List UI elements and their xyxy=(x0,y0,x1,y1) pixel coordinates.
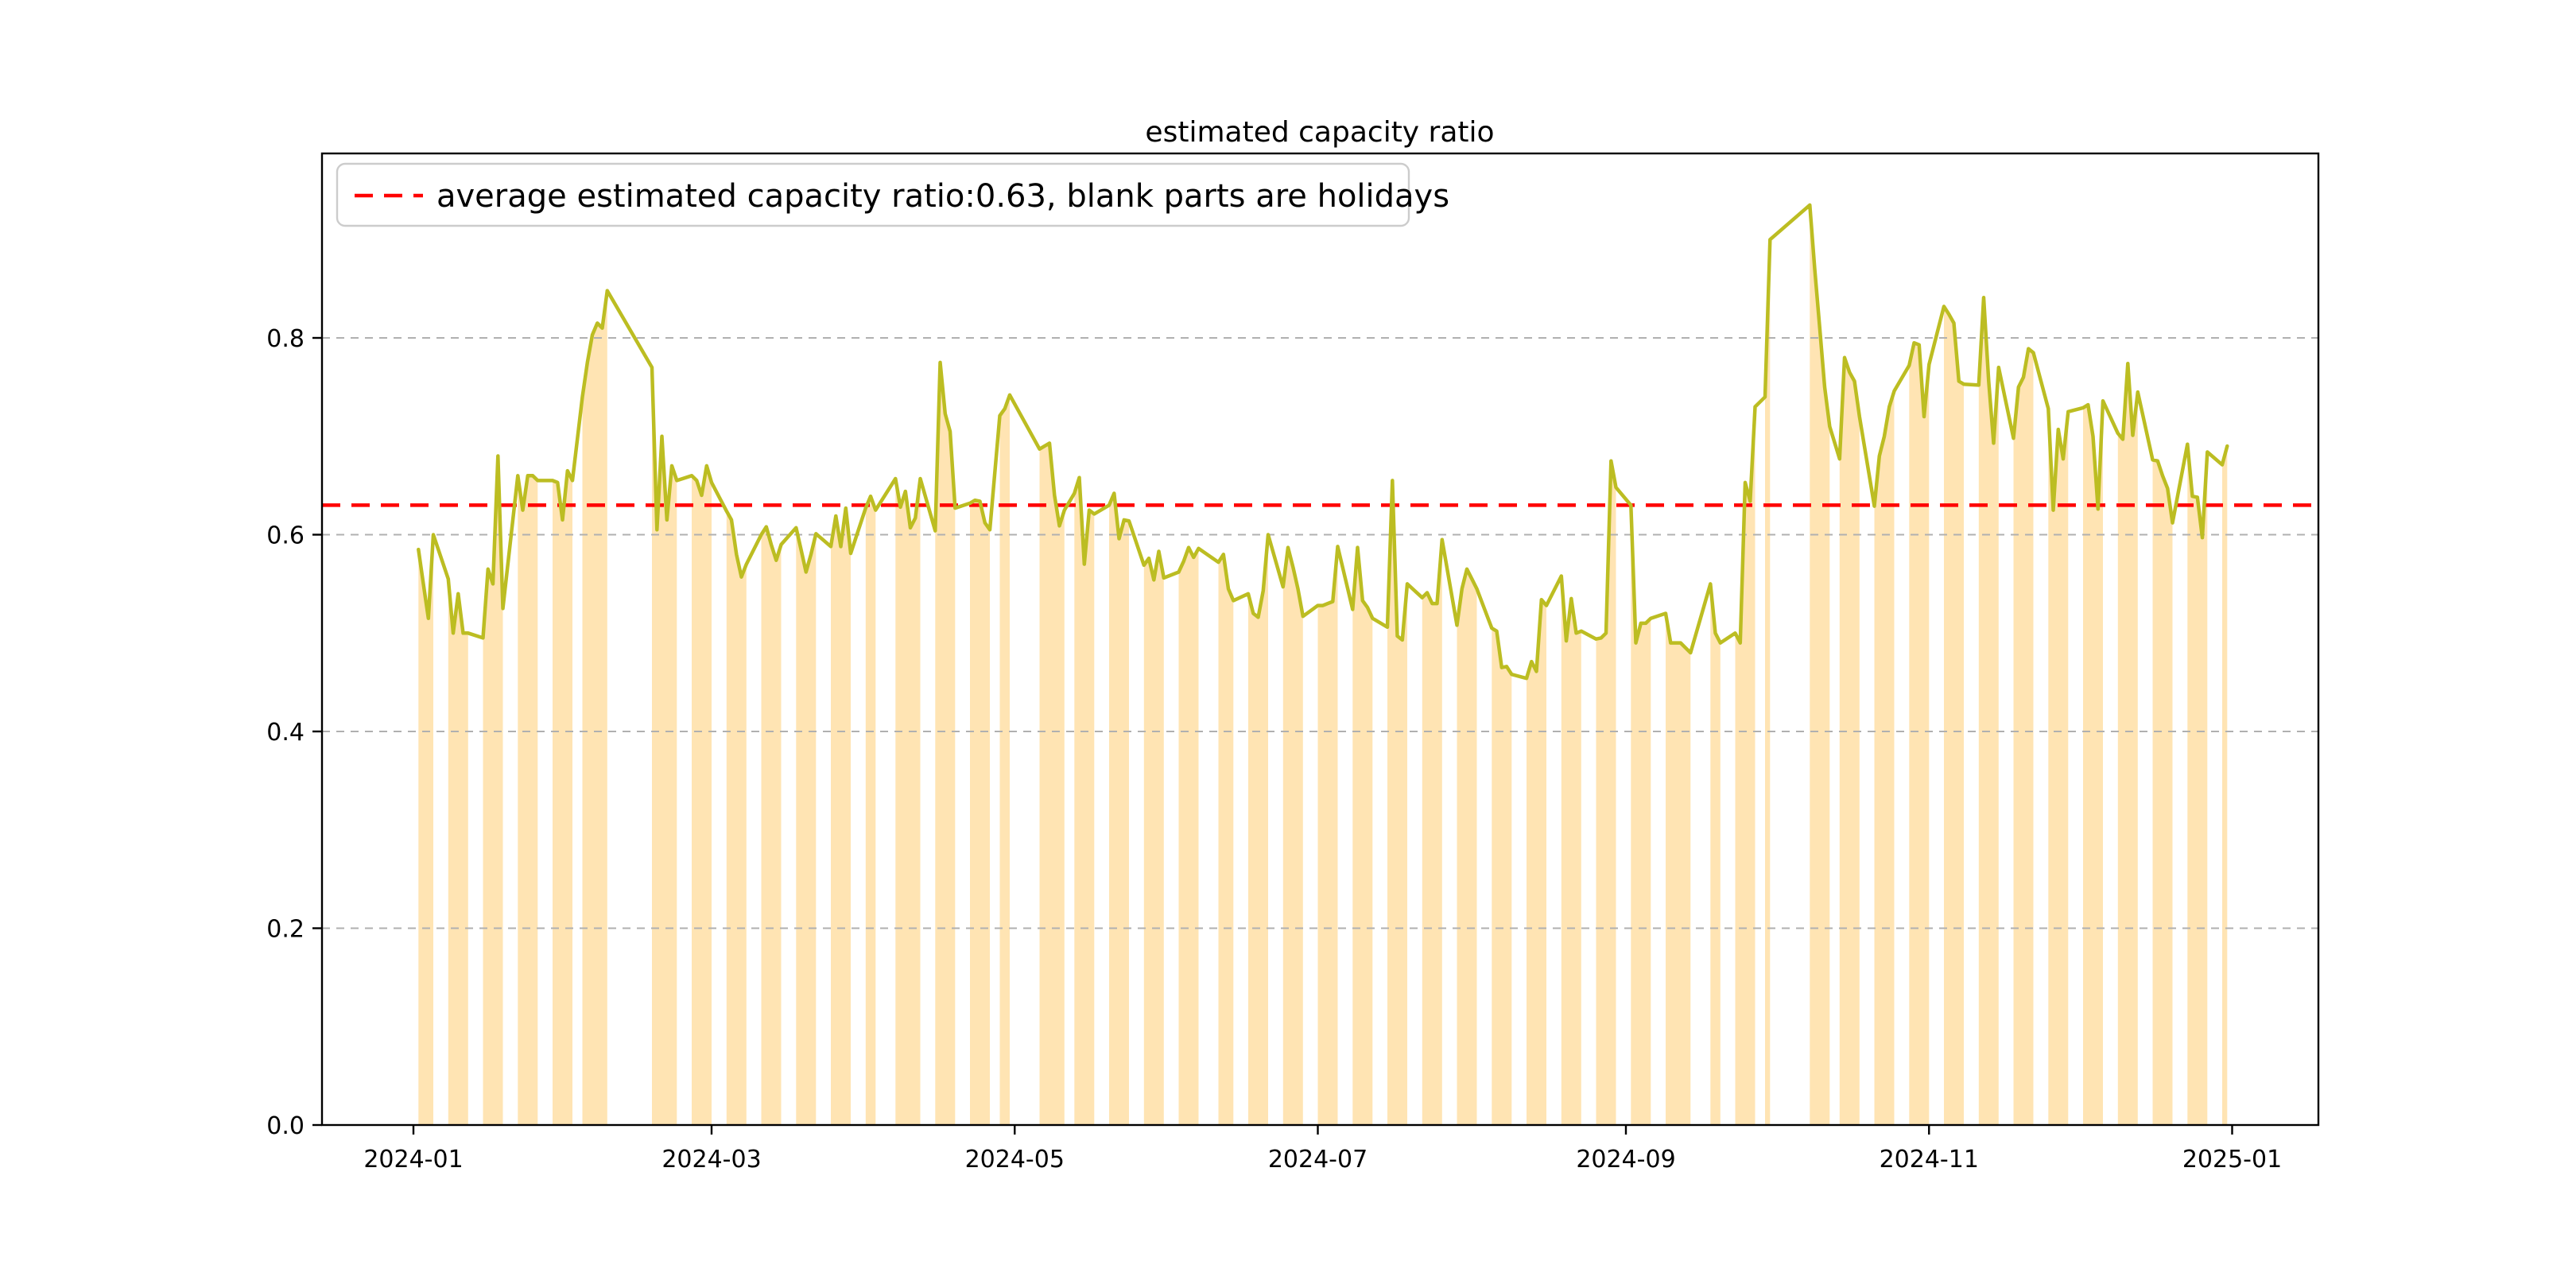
workday-fill-segment xyxy=(761,526,782,1125)
workday-fill-segment xyxy=(2187,444,2208,1125)
workday-fill-segment xyxy=(1422,539,1442,1125)
workday-fill-segment xyxy=(1248,534,1268,1125)
workday-fill-segment xyxy=(1710,584,1721,1125)
legend-label: average estimated capacity ratio:0.63, b… xyxy=(436,178,1449,215)
workday-fill-segment xyxy=(865,496,876,1125)
workday-fill-segment xyxy=(2083,401,2103,1125)
x-tick-label-2024-09: 2024-09 xyxy=(1576,1146,1675,1174)
workday-fill-segment xyxy=(999,394,1010,1125)
workday-fill-segment xyxy=(1218,554,1234,1125)
workday-fill-segment xyxy=(726,510,747,1125)
workday-fill-segment xyxy=(1178,547,1199,1125)
y-tick-label-0.2: 0.2 xyxy=(266,916,305,944)
workday-fill-segment xyxy=(1596,460,1616,1125)
workday-fill-segment xyxy=(1561,576,1581,1125)
workday-fill-segment xyxy=(1631,505,1651,1125)
workday-fill-segment xyxy=(1317,546,1338,1125)
workday-fill-segment xyxy=(796,527,817,1125)
workday-fill-segment xyxy=(935,362,956,1125)
workday-fill-segment xyxy=(1874,390,1895,1125)
x-tick-label-2024-03: 2024-03 xyxy=(661,1146,761,1174)
workday-fill-segment xyxy=(1109,493,1129,1125)
legend-box: average estimated capacity ratio:0.63, b… xyxy=(336,162,1449,227)
x-tick-label-2024-01: 2024-01 xyxy=(363,1146,463,1174)
capacity-ratio-line xyxy=(417,203,2229,681)
workday-fill-segment xyxy=(1944,306,1964,1125)
workday-fill-segment xyxy=(895,479,921,1125)
legend-frame xyxy=(336,162,1410,227)
capacity-line-layer xyxy=(417,203,2229,681)
workday-fill-segment xyxy=(1666,613,1691,1125)
workday-fill-segment xyxy=(1143,551,1164,1125)
workday-fill-segment xyxy=(1282,547,1303,1125)
workday-fill-segment xyxy=(2152,460,2173,1125)
workday-fill-segment xyxy=(970,500,990,1125)
workday-fill-segment xyxy=(692,465,712,1125)
workday-fill-segment xyxy=(1492,628,1512,1125)
workday-fill-segment xyxy=(582,290,607,1126)
workday-fill-segment xyxy=(652,367,677,1126)
y-tick-label-0.4: 0.4 xyxy=(266,719,305,747)
x-tick-label-2024-05: 2024-05 xyxy=(965,1146,1065,1174)
workday-fill-segment xyxy=(1909,343,1930,1125)
workday-fill-segment xyxy=(2117,363,2138,1125)
tick-layer: 2024-01 2024-03 2024-05 2024-07 2024-09 2024-… xyxy=(266,325,2282,1174)
x-tick-label-2024-11: 2024-11 xyxy=(1880,1146,1979,1174)
workday-fill-segment xyxy=(1735,406,1755,1126)
plot-frame xyxy=(320,152,2320,1127)
workday-fill-segment xyxy=(553,471,572,1125)
workday-fill-segment xyxy=(1765,239,1771,1125)
workday-fill-segment xyxy=(518,475,538,1125)
workday-fill-segment xyxy=(1457,568,1477,1125)
workday-fill-segment xyxy=(831,508,851,1125)
x-tick-label-2025-01: 2025-01 xyxy=(2182,1146,2282,1174)
workday-fill-segment xyxy=(483,456,503,1125)
axes-layer xyxy=(320,152,2320,1127)
workday-area-fills xyxy=(418,204,2228,1126)
workday-fill-segment xyxy=(418,534,433,1125)
workday-fill-segment xyxy=(1527,599,1546,1125)
workday-fill-segment xyxy=(448,579,468,1125)
workday-fill-segment xyxy=(2048,409,2069,1125)
workday-fill-segment xyxy=(1074,477,1095,1125)
x-tick-label-2024-07: 2024-07 xyxy=(1268,1146,1368,1174)
workday-fill-segment xyxy=(1839,357,1860,1125)
chart-title: estimated capacity ratio xyxy=(1145,116,1494,149)
y-tick-label-0.8: 0.8 xyxy=(266,325,305,353)
y-tick-label-0.0: 0.0 xyxy=(266,1112,305,1140)
workday-fill-segment xyxy=(1039,443,1065,1125)
workday-fill-segment xyxy=(2222,446,2228,1125)
workday-fill-segment xyxy=(1810,204,1830,1125)
y-tick-label-0.6: 0.6 xyxy=(266,522,305,550)
workday-fill-segment xyxy=(1352,547,1373,1125)
workday-fill-segment xyxy=(2013,348,2034,1126)
